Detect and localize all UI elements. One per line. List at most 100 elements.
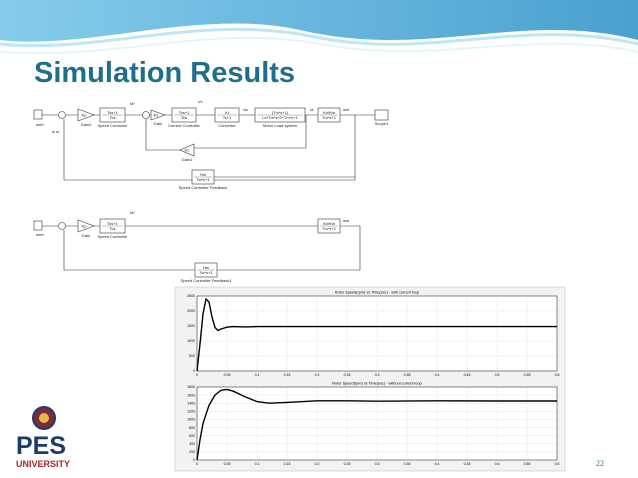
x-tick-label: 0.05 — [224, 373, 231, 377]
block-caption: Speed Controller Feedback1 — [181, 278, 233, 283]
x-tick-label: 0.3 — [375, 462, 380, 466]
block-text: Kc — [185, 147, 190, 152]
block-text: Tcs+1 — [107, 110, 118, 115]
block-text: Tw*s+1 — [196, 177, 210, 182]
x-tick-label: 0.4 — [435, 462, 440, 466]
y-tick-label: 2500 — [187, 294, 195, 298]
plot-area — [196, 295, 558, 372]
block-text: Tcs+1 — [107, 221, 118, 226]
block-caption: Gain1 — [182, 157, 193, 162]
logo-text: PES — [16, 432, 66, 460]
y-tick-label: 1800 — [187, 385, 195, 389]
block-caption: Speed Controller — [97, 234, 128, 239]
y-tick-label: 1500 — [187, 324, 195, 328]
x-tick-label: 0 — [196, 462, 198, 466]
block-text: Ks — [154, 112, 159, 117]
y-tick-label: 1600 — [187, 393, 195, 397]
block-text: Tm*s+1 — [322, 226, 337, 231]
x-tick-label: 0.5 — [495, 373, 500, 377]
block-caption: Scope1 — [375, 121, 389, 126]
gain-block — [179, 143, 195, 157]
block-text: Kt — [225, 110, 230, 115]
gain-block — [150, 109, 166, 121]
x-tick-label: 0.55 — [524, 462, 531, 466]
block-caption: Gain — [82, 233, 90, 238]
signal-label: Vc — [198, 99, 203, 104]
x-tick-label: 0.4 — [435, 373, 440, 377]
header-wave-line — [0, 36, 638, 55]
header-wave — [0, 0, 638, 42]
x-tick-label: 0.35 — [404, 373, 411, 377]
x-tick-label: 0.1 — [255, 373, 260, 377]
y-tick-label: 1200 — [187, 410, 195, 414]
x-tick-label: 0.15 — [284, 373, 291, 377]
diagram-wires — [33, 109, 375, 271]
series-line — [196, 297, 557, 372]
signal-label: wm — [343, 107, 350, 112]
x-tick-label: 0.55 — [524, 373, 531, 377]
x-tick-label: 0.5 — [495, 462, 500, 466]
block-text: (Tm*s+1) — [272, 110, 289, 115]
y-tick-label: 1000 — [187, 418, 195, 422]
block-text: Tm*s+1 — [322, 115, 337, 120]
block — [374, 109, 389, 121]
y-tick-label: 2000 — [187, 309, 195, 313]
block-caption: Speed Controller — [97, 123, 128, 128]
slide-title: Simulation Results — [34, 57, 295, 89]
y-tick-label: 1000 — [187, 339, 195, 343]
y-tick-label: 0 — [193, 458, 195, 462]
block-text: La*Tm*s^2+Tm*s+1 — [262, 115, 298, 120]
x-tick-label: 0.05 — [224, 462, 231, 466]
y-tick-label: 1400 — [187, 401, 195, 405]
signal-label: wm — [343, 218, 350, 223]
x-tick-label: 0.15 — [284, 462, 291, 466]
y-tick-label: 0 — [193, 369, 195, 373]
plot-title: Rotor Speed(rpm) vs Time(sec) - with cur… — [335, 291, 419, 295]
block-text: Tcs — [110, 115, 116, 120]
y-tick-label: 200 — [189, 450, 195, 454]
y-tick-label: 400 — [189, 442, 195, 446]
block-text: Hw — [200, 172, 206, 177]
block-caption: Current Controller — [168, 123, 200, 128]
signal-label: Ia* — [130, 210, 135, 215]
signal-label: Ia — [310, 107, 314, 112]
plot-title: Rotor Speed(rpm) vs Time(sec) - without … — [332, 382, 421, 386]
block-text: Kp — [82, 112, 88, 117]
x-tick-label: 0.35 — [404, 462, 411, 466]
block-text: Kb/Ktn — [323, 221, 335, 226]
block-text: Hw — [203, 265, 209, 270]
gain-block — [77, 219, 95, 233]
gain-block — [77, 108, 95, 122]
x-tick-label: 0.2 — [315, 373, 320, 377]
header-wave-line — [0, 27, 638, 48]
signal-label: Ia* — [130, 101, 135, 106]
block-text: Ts+1 — [223, 115, 232, 120]
block-caption: Gain2 — [81, 122, 92, 127]
signal-label: Va — [243, 107, 248, 112]
block-caption: Speed Controller Feedback — [179, 185, 228, 190]
x-tick-label: 0.45 — [464, 373, 471, 377]
x-tick-label: 0.25 — [344, 373, 351, 377]
block-caption: Converter — [218, 123, 236, 128]
block-text: Tw*s+1 — [199, 270, 213, 275]
x-tick-label: 0.2 — [315, 462, 320, 466]
signal-label: wref — [36, 232, 44, 237]
block-text: Kb/Ktn — [323, 110, 335, 115]
x-tick-label: 0.1 — [255, 462, 260, 466]
signal-label: wref — [36, 122, 44, 127]
x-tick-label: 0.45 — [464, 462, 471, 466]
block-text: Tcs — [110, 226, 116, 231]
x-tick-label: 0.25 — [344, 462, 351, 466]
y-tick-label: 800 — [189, 426, 195, 430]
x-tick-label: 0.6 — [555, 373, 560, 377]
block-text: Tcs+1 — [179, 110, 190, 115]
x-tick-label: 0 — [196, 373, 198, 377]
block-caption: Gain — [154, 121, 162, 126]
block-caption: Motor Load system — [263, 123, 298, 128]
block-text: Tcs — [181, 115, 187, 120]
x-tick-label: 0.3 — [375, 373, 380, 377]
signal-label: w m — [52, 129, 60, 134]
y-tick-label: 600 — [189, 434, 195, 438]
